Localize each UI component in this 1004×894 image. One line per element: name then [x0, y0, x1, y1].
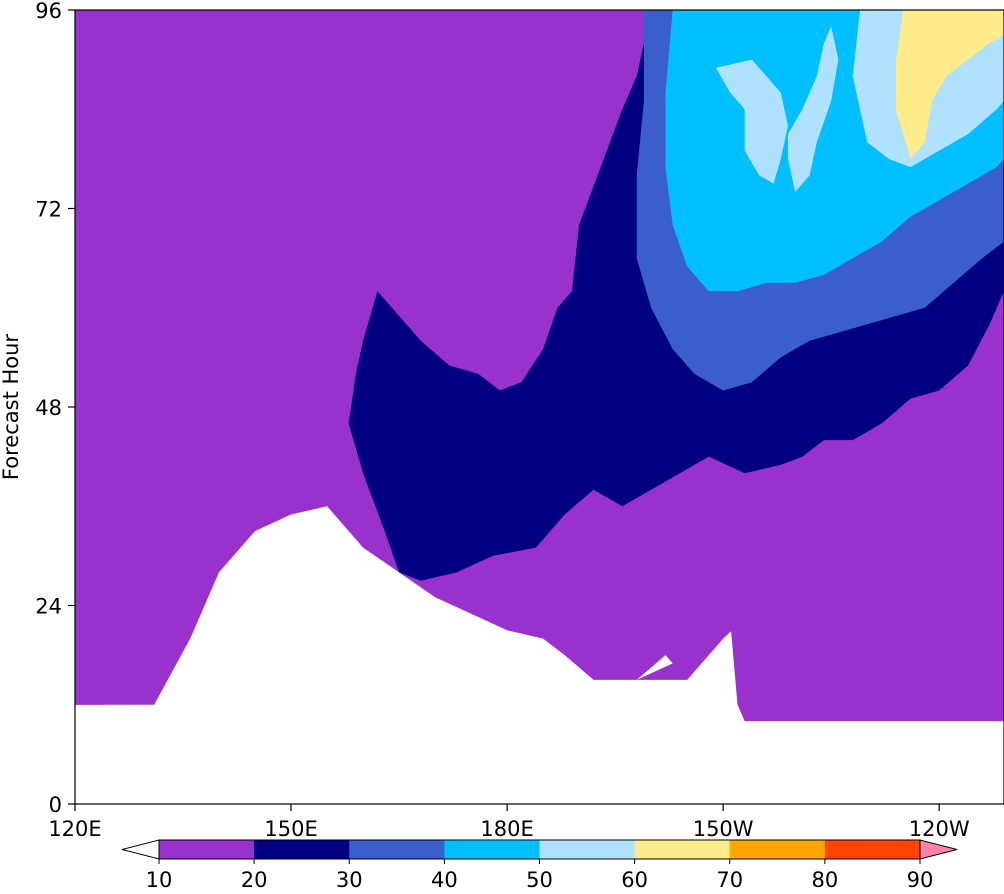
colorbar-tick-label: 50	[526, 868, 553, 892]
colorbar-tick-label: 90	[907, 868, 934, 892]
colorbar-segment	[634, 840, 731, 859]
colorbar-segment	[349, 840, 445, 859]
x-axis: 120E 150E 180E 150W 120W	[48, 804, 970, 841]
y-axis: 0 24 48 72 96	[35, 0, 75, 817]
contour-region-1	[75, 10, 328, 705]
x-tick-label: 150E	[264, 817, 317, 841]
y-tick-label: 72	[35, 198, 62, 222]
x-tick-label: 150W	[693, 817, 754, 841]
colorbar-extend-max	[919, 839, 958, 860]
x-tick-label: 180E	[480, 817, 533, 841]
colorbar-tick-label: 30	[336, 868, 363, 892]
colorbar-tick-label: 60	[621, 868, 648, 892]
contour-fills	[75, 10, 1004, 722]
colorbar-segment	[159, 840, 255, 859]
y-tick-label: 48	[35, 396, 62, 420]
contour-region-8	[715, 59, 788, 184]
contour-region-10	[896, 10, 1004, 159]
colorbar: 10 20 30 40 50 60 70 80 90	[121, 839, 958, 892]
x-tick-label: 120W	[909, 817, 970, 841]
colorbar-segment	[444, 840, 540, 859]
colorbar-tick-label: 80	[812, 868, 839, 892]
y-tick-label: 96	[35, 0, 62, 23]
colorbar-segment	[824, 840, 921, 859]
contour-region-3	[636, 423, 1004, 722]
colorbar-segment	[539, 840, 636, 859]
colorbar-tick-label: 70	[716, 868, 743, 892]
colorbar-tick-label: 40	[431, 868, 458, 892]
y-axis-label: Forecast Hour	[0, 334, 23, 480]
colorbar-extend-min	[121, 839, 160, 860]
contour-region-9	[788, 26, 839, 192]
contour-region-2	[327, 10, 652, 391]
y-tick-label: 24	[35, 595, 62, 619]
colorbar-segment	[254, 840, 350, 859]
y-tick-label: 0	[49, 793, 62, 817]
colorbar-tick-label: 20	[241, 868, 268, 892]
colorbar-segment	[729, 840, 826, 859]
x-tick-label: 120E	[48, 817, 101, 841]
colorbar-tick-label: 10	[146, 868, 173, 892]
